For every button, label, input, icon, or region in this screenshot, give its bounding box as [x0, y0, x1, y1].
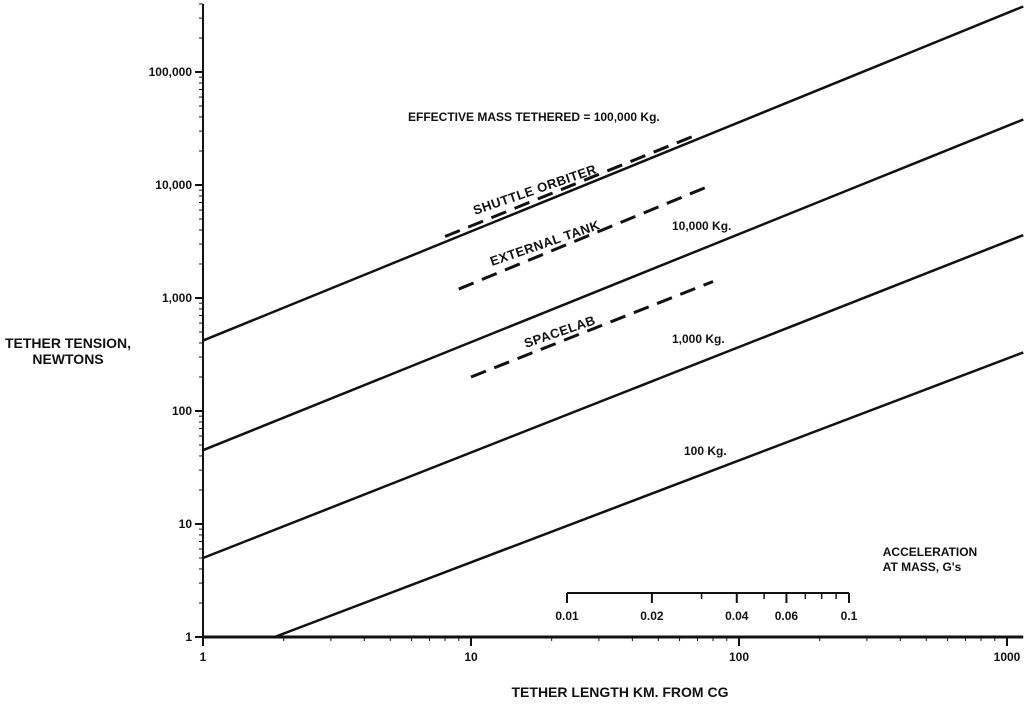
external-tank-label: EXTERNAL TANK	[488, 217, 602, 269]
y-tick-label: 100	[172, 404, 192, 418]
series-line-2	[202, 233, 1024, 560]
acceleration-tick-label: 0.04	[725, 609, 749, 623]
series-line-3	[274, 351, 1024, 639]
series-label-100000kg: EFFECTIVE MASS TETHERED = 100,000 Kg.	[408, 110, 660, 124]
y-tick-label: 1	[185, 630, 192, 644]
series-line-5	[458, 186, 707, 291]
series-line-1	[202, 118, 1024, 452]
series-line-4	[444, 133, 699, 238]
lines-layer	[202, 5, 1024, 639]
acceleration-tick-label: 0.01	[555, 609, 579, 623]
series-label-10000kg: 10,000 Kg.	[672, 219, 731, 233]
acceleration-tick-label: 0.02	[640, 609, 664, 623]
series-line-0	[202, 5, 1024, 342]
series-line-6	[470, 280, 714, 379]
y-tick-label: 10	[179, 517, 193, 531]
acceleration-tick-label: 0.06	[775, 609, 799, 623]
shuttle-orbiter-label: SHUTTLE ORBITER	[471, 161, 598, 217]
x-tick-label: 1	[200, 650, 207, 664]
series-label-100kg: 100 Kg.	[684, 444, 727, 458]
y-tick-label: 10,000	[155, 178, 192, 192]
y-tick-label: 100,000	[149, 65, 193, 79]
acceleration-tick-label: 0.1	[841, 609, 858, 623]
x-tick-label: 100	[729, 650, 749, 664]
y-axis-title-line-2: NEWTONS	[32, 351, 103, 367]
acceleration-title-line-2: AT MASS, G's	[883, 560, 962, 574]
y-axis-title-line-1: TETHER TENSION,	[5, 335, 131, 351]
x-axis-title: TETHER LENGTH KM. FROM CG	[512, 684, 729, 700]
series-label-1000kg: 1,000 Kg.	[672, 332, 725, 346]
y-tick-label: 1,000	[162, 291, 192, 305]
x-tick-label: 10	[464, 650, 478, 664]
acceleration-scale: 0.01 0.02 0.04 0.06 0.1	[555, 592, 858, 623]
axes-layer: 1 10 100 1,000 10,000 100,000 1 10 100 1000	[149, 3, 1024, 664]
acceleration-title-line-1: ACCELERATION	[883, 545, 977, 559]
x-tick-label: 1000	[994, 650, 1021, 664]
